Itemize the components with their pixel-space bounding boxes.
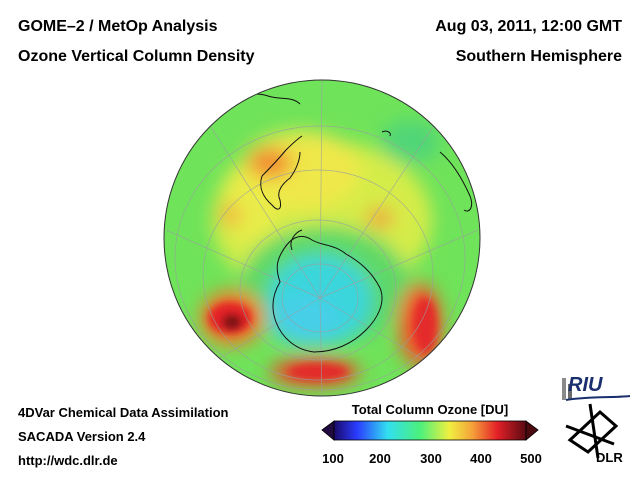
south-america-coastline [260, 135, 303, 210]
title-left-1: GOME–2 / MetOp Analysis [18, 18, 218, 35]
dlr-logo-text: DLR [596, 450, 623, 465]
colorbar [333, 420, 527, 441]
islands [381, 130, 391, 137]
footer-line-1: 4DVar Chemical Data Assimilation [18, 405, 229, 420]
colorbar-max-arrow [525, 420, 539, 441]
footer-link[interactable]: http://wdc.dlr.de [18, 453, 118, 468]
antarctic-peninsula [290, 229, 303, 251]
dlr-logo-icon [565, 403, 619, 459]
globe-outline [163, 79, 481, 397]
graticule-lines [165, 80, 479, 396]
colorbar-tick-300: 300 [420, 451, 442, 466]
antarctica-coastline [272, 236, 383, 353]
title-right-1: Aug 03, 2011, 12:00 GMT [435, 18, 622, 35]
riu-logo-text: RIU [568, 374, 603, 396]
africa-coastline [439, 151, 473, 212]
colorbar-tick-400: 400 [470, 451, 492, 466]
title-right-2: Southern Hemisphere [455, 48, 622, 65]
colorbar-min-arrow [321, 420, 335, 441]
title-left-2: Ozone Vertical Column Density [18, 48, 255, 65]
riu-logo-icon [562, 378, 631, 401]
colorbar-title: Total Column Ozone [DU] [351, 402, 509, 417]
colorbar-tick-200: 200 [369, 451, 391, 466]
footer-line-2: SACADA Version 2.4 [18, 429, 146, 444]
colorbar-tick-500: 500 [520, 451, 542, 466]
colorbar-tick-100: 100 [322, 451, 344, 466]
